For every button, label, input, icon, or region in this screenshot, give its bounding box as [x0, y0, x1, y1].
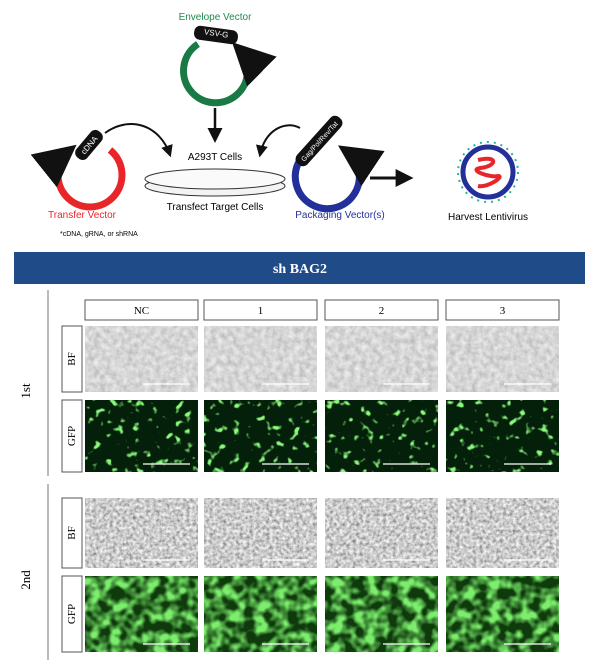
column-header-box: [84, 299, 199, 321]
column-header-box: [324, 299, 439, 321]
bf-micrograph: [446, 326, 559, 392]
round-label: 1st: [18, 383, 33, 399]
arrow: [256, 124, 301, 158]
gfp-micrograph: [204, 400, 317, 472]
bf-micrograph: [446, 498, 559, 568]
bf-micrograph: [204, 326, 317, 392]
harvest-label: Harvest Lentivirus: [448, 212, 528, 223]
image-panels: NC 1 2 3 1st BF GFP 2nd BF GFP: [18, 290, 560, 660]
arrow: [104, 123, 173, 158]
column-header: 3: [500, 305, 506, 317]
packaging-plasmid: [291, 145, 385, 213]
gfp-micrograph: [85, 576, 198, 652]
column-header: 1: [258, 305, 264, 317]
row-label-box: [61, 399, 83, 473]
transfect-label: Transfect Target Cells: [167, 202, 264, 213]
lentivirus-diagram: Envelope Vector VSV-G A293T Cells Transf…: [30, 12, 528, 238]
gfp-micrograph: [325, 576, 438, 652]
transfer-insert: [75, 129, 103, 161]
packaging-label: Packaging Vector(s): [295, 210, 385, 221]
transfer-plasmid: [30, 144, 126, 211]
row-label-box: [61, 575, 83, 653]
column-header: NC: [134, 305, 149, 317]
bf-micrograph: [85, 498, 198, 568]
gfp-micrograph: [325, 400, 438, 472]
packaging-insert: [295, 115, 343, 167]
bf-micrograph: [325, 498, 438, 568]
envelope-gene: VSV-G: [203, 27, 228, 39]
gfp-micrograph: [204, 576, 317, 652]
panel-title: sh BAG2: [273, 262, 327, 277]
row-label: GFP: [66, 604, 78, 624]
row-label: GFP: [66, 426, 78, 446]
column-header: 2: [379, 305, 385, 317]
column-header-box: [203, 299, 318, 321]
virus: [457, 141, 519, 203]
gfp-micrograph: [446, 576, 559, 652]
envelope-label: Envelope Vector: [179, 12, 252, 23]
title-banner: [14, 252, 585, 284]
envelope-plasmid: [180, 41, 277, 107]
bf-micrograph: [325, 326, 438, 392]
gfp-micrograph: [85, 400, 198, 472]
row-label-box: [61, 325, 83, 393]
row-label: BF: [66, 352, 78, 365]
bf-micrograph: [85, 326, 198, 392]
round-label: 2nd: [18, 570, 33, 590]
bf-micrograph: [204, 498, 317, 568]
transfer-label: Transfer Vector: [48, 210, 117, 221]
transfer-note: *cDNA, gRNA, or shRNA: [60, 231, 138, 238]
packaging-gene: Gag/Pol/Rev/Tat: [300, 121, 339, 164]
row-label-box: [61, 497, 83, 569]
column-header-box: [445, 299, 560, 321]
gfp-micrograph: [446, 400, 559, 472]
row-label: BF: [66, 526, 78, 539]
cells-label: A293T Cells: [188, 152, 242, 163]
dish-top: [144, 168, 286, 190]
envelope-insert: [194, 25, 238, 45]
